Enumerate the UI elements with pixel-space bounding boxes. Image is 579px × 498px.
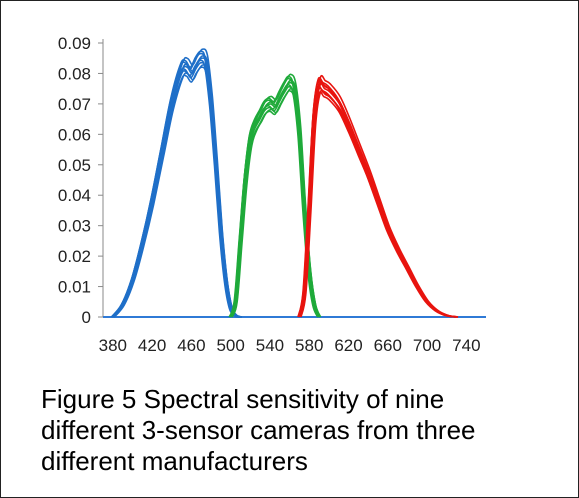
y-tick-label: 0.04 [58,186,91,205]
x-tick-label: 500 [216,336,244,355]
series-group-1 [228,73,322,318]
series-group-2 [297,74,459,318]
series-line [231,73,322,318]
caption-line-2: different 3-sensor cameras from three [41,415,476,445]
x-tick-label: 740 [452,336,480,355]
x-tick-label: 460 [177,336,205,355]
series-line [113,48,243,318]
y-tick-label: 0.01 [58,278,91,297]
x-axis: 380 420 460 500 540 580 620 660 700 740 [99,316,486,355]
caption-line-1: Figure 5 Spectral sensitivity of nine [41,384,445,414]
x-tick-label: 420 [138,336,166,355]
y-tick-label: 0 [82,308,91,327]
y-tick-label: 0.07 [58,95,91,114]
series-line [111,50,240,318]
x-tick-label: 660 [374,336,402,355]
y-tick-label: 0.09 [58,34,91,53]
series-group [110,48,459,318]
y-tick-label: 0.08 [58,64,91,83]
spectral-sensitivity-chart: 0 0.01 0.02 0.03 0.04 0.05 0.06 0.07 0.08 0.09 38… [58,34,486,355]
figure-caption: Figure 5 Spectral sensitivity of nine di… [41,384,561,477]
series-line [228,75,319,318]
x-tick-label: 380 [99,336,127,355]
series-line [297,85,456,318]
y-axis: 0 0.01 0.02 0.03 0.04 0.05 0.06 0.07 0.08 0.09 [58,34,104,327]
y-tick-label: 0.03 [58,217,91,236]
series-line [297,76,456,318]
series-line [300,74,459,318]
y-tick-label: 0.06 [58,125,91,144]
x-tick-label: 700 [413,336,441,355]
x-tick-label: 540 [256,336,284,355]
x-tick-label: 580 [295,336,323,355]
y-tick-label: 0.02 [58,247,91,266]
y-tick-label: 0.05 [58,156,91,175]
x-tick-label: 620 [334,336,362,355]
caption-line-3: different manufacturers [41,446,308,476]
series-group-0 [110,48,243,318]
